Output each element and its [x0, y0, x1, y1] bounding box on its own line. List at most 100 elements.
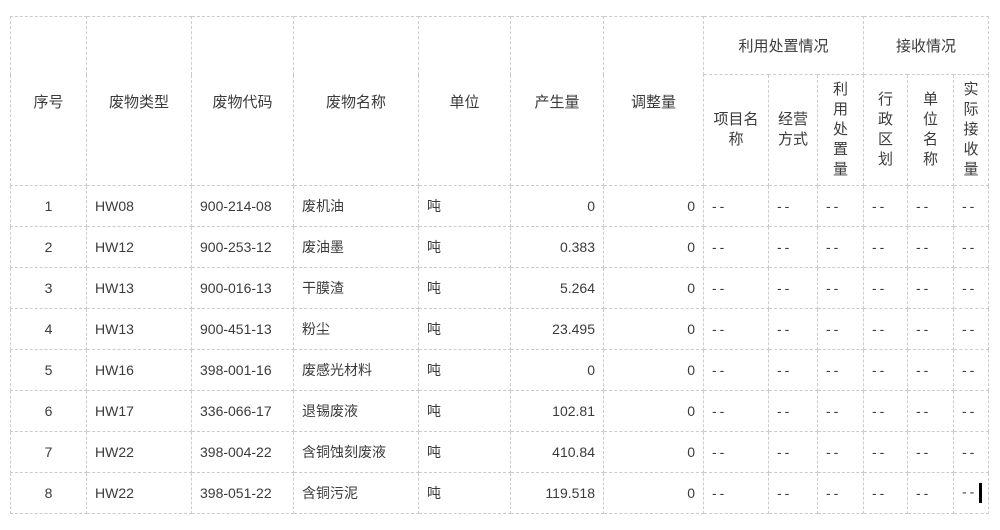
table-row: 3 HW13 900-016-13 干膜渣 吨 5.264 0 -- -- --…	[10, 267, 989, 309]
cell-admin-region: --	[863, 390, 908, 432]
cell-unit-name: --	[907, 472, 954, 514]
cell-project-name: --	[703, 390, 769, 432]
cell-operation-mode: --	[768, 390, 818, 432]
cell-actual-received: --	[953, 308, 989, 350]
cell-waste-code: 900-451-13	[191, 308, 294, 350]
cell-serial: 5	[10, 349, 87, 391]
cell-actual-received: --	[953, 390, 989, 432]
cell-unit-name: --	[907, 349, 954, 391]
cell-produced-amount: 410.84	[510, 431, 604, 473]
cell-disposal-amount: --	[817, 431, 864, 473]
cell-actual-received[interactable]: --	[953, 472, 989, 514]
cell-admin-region: --	[863, 226, 908, 268]
cell-unit: 吨	[418, 390, 511, 432]
cell-operation-mode: --	[768, 472, 818, 514]
header-disposal-group: 利用处置情况	[703, 16, 864, 75]
cell-unit: 吨	[418, 472, 511, 514]
cell-actual-received: --	[953, 267, 989, 309]
cell-disposal-amount: --	[817, 226, 864, 268]
header-sub-row: 项目名 称 经营 方式 利 用 处 置 量 行 政 区 划 单 位 名 称 实 …	[11, 74, 989, 186]
cell-waste-code: 900-016-13	[191, 267, 294, 309]
cell-adjusted-amount: 0	[603, 431, 704, 473]
cell-produced-amount: 5.264	[510, 267, 604, 309]
header-project-name: 项目名 称	[703, 74, 769, 186]
cell-operation-mode: --	[768, 308, 818, 350]
cell-adjusted-amount: 0	[603, 390, 704, 432]
cell-unit: 吨	[418, 431, 511, 473]
cell-waste-type: HW13	[86, 308, 192, 350]
cell-actual-received: --	[953, 226, 989, 268]
cell-produced-amount: 0	[510, 185, 604, 227]
header-waste-code: 废物代码	[191, 16, 294, 186]
cell-serial: 6	[10, 390, 87, 432]
cell-disposal-amount: --	[817, 185, 864, 227]
cell-project-name: --	[703, 308, 769, 350]
cell-produced-amount: 0	[510, 349, 604, 391]
cell-waste-code: 398-051-22	[191, 472, 294, 514]
table-row: 1 HW08 900-214-08 废机油 吨 0 0 -- -- -- -- …	[10, 185, 989, 227]
cell-adjusted-amount: 0	[603, 349, 704, 391]
cell-waste-name: 废油墨	[293, 226, 419, 268]
cell-produced-amount: 119.518	[510, 472, 604, 514]
text-cursor	[979, 483, 983, 503]
cell-waste-name: 含铜污泥	[293, 472, 419, 514]
cell-waste-name: 废机油	[293, 185, 419, 227]
cell-waste-type: HW12	[86, 226, 192, 268]
cell-project-name: --	[703, 267, 769, 309]
table-row: 8 HW22 398-051-22 含铜污泥 吨 119.518 0 -- --…	[10, 472, 989, 514]
cell-disposal-amount: --	[817, 267, 864, 309]
cell-waste-type: HW08	[86, 185, 192, 227]
cell-unit-name: --	[907, 431, 954, 473]
header-unit: 单位	[418, 16, 511, 186]
cell-admin-region: --	[863, 267, 908, 309]
cell-waste-name: 干膜渣	[293, 267, 419, 309]
cell-serial: 8	[10, 472, 87, 514]
header-disposal-amount: 利 用 处 置 量	[817, 74, 864, 186]
cell-serial: 1	[10, 185, 87, 227]
table-row: 2 HW12 900-253-12 废油墨 吨 0.383 0 -- -- --…	[10, 226, 989, 268]
table-body: 1 HW08 900-214-08 废机油 吨 0 0 -- -- -- -- …	[10, 185, 989, 514]
cell-unit-name: --	[907, 390, 954, 432]
cell-unit: 吨	[418, 226, 511, 268]
cell-waste-code: 336-066-17	[191, 390, 294, 432]
cell-waste-name: 退锡废液	[293, 390, 419, 432]
cell-adjusted-amount: 0	[603, 308, 704, 350]
table-row: 5 HW16 398-001-16 废感光材料 吨 0 0 -- -- -- -…	[10, 349, 989, 391]
cell-unit-name: --	[907, 267, 954, 309]
cell-waste-name: 粉尘	[293, 308, 419, 350]
cell-project-name: --	[703, 226, 769, 268]
cell-unit-name: --	[907, 308, 954, 350]
cell-waste-type: HW16	[86, 349, 192, 391]
cell-operation-mode: --	[768, 431, 818, 473]
cell-waste-code: 398-001-16	[191, 349, 294, 391]
table-row: 7 HW22 398-004-22 含铜蚀刻废液 吨 410.84 0 -- -…	[10, 431, 989, 473]
cell-admin-region: --	[863, 185, 908, 227]
cell-unit-name: --	[907, 185, 954, 227]
cell-waste-code: 398-004-22	[191, 431, 294, 473]
cell-waste-name: 含铜蚀刻废液	[293, 431, 419, 473]
cell-serial: 2	[10, 226, 87, 268]
cell-actual-received: --	[953, 431, 989, 473]
cell-actual-received: --	[953, 349, 989, 391]
table-header: 序号 废物类型 废物代码 废物名称 单位 产生量 调整量 利用处置情况 接收情况…	[10, 16, 989, 186]
cell-disposal-amount: --	[817, 308, 864, 350]
cell-unit: 吨	[418, 267, 511, 309]
cell-operation-mode: --	[768, 267, 818, 309]
cell-unit: 吨	[418, 185, 511, 227]
cell-waste-type: HW17	[86, 390, 192, 432]
cell-operation-mode: --	[768, 226, 818, 268]
cell-serial: 4	[10, 308, 87, 350]
header-admin-region: 行 政 区 划	[863, 74, 908, 186]
cell-waste-type: HW22	[86, 431, 192, 473]
cell-admin-region: --	[863, 349, 908, 391]
header-waste-name: 废物名称	[293, 16, 419, 186]
cell-serial: 3	[10, 267, 87, 309]
cell-operation-mode: --	[768, 349, 818, 391]
cell-adjusted-amount: 0	[603, 472, 704, 514]
header-unit-name: 单 位 名 称	[907, 74, 954, 186]
cell-unit-name: --	[907, 226, 954, 268]
cell-admin-region: --	[863, 472, 908, 514]
cell-adjusted-amount: 0	[603, 226, 704, 268]
cell-produced-amount: 102.81	[510, 390, 604, 432]
cell-unit: 吨	[418, 349, 511, 391]
